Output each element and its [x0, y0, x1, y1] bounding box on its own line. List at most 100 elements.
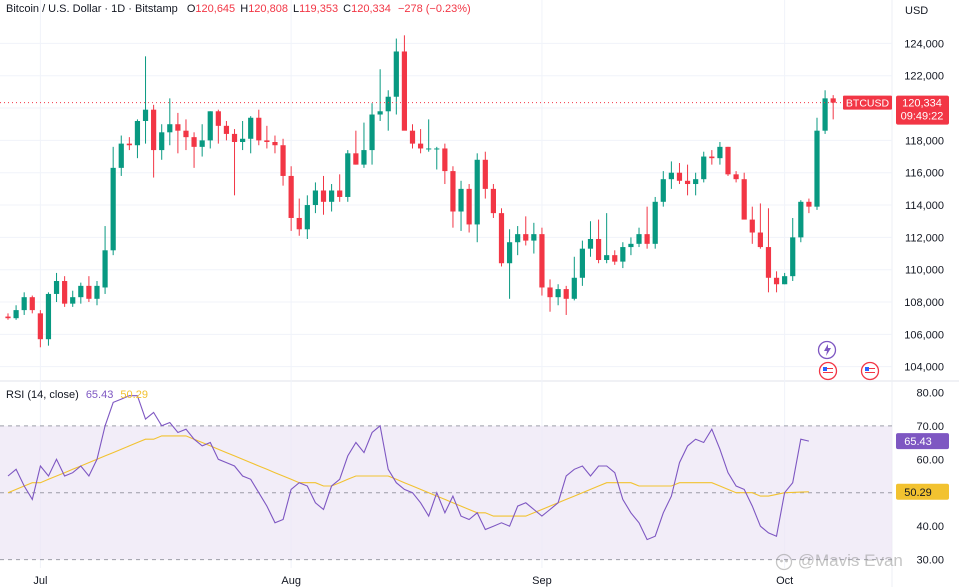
flag-stripe — [823, 372, 833, 373]
time-tick-label: Jul — [33, 575, 47, 587]
candle-body — [151, 109, 157, 151]
candle-body — [37, 313, 43, 340]
rsi-band-fill — [0, 425, 892, 560]
rsi-ma-legend-value: 50.29 — [120, 389, 148, 401]
candle-body — [21, 297, 27, 311]
rsi-value-tag-label: 65.43 — [904, 436, 932, 448]
candle-body — [790, 237, 796, 277]
candle-body — [337, 190, 343, 197]
low-value: 119,353 — [299, 3, 339, 15]
flag-stripe — [865, 370, 875, 371]
candle-body — [814, 130, 820, 207]
candle-body — [264, 140, 270, 142]
candle-body — [320, 190, 327, 202]
high-value: 120,808 — [248, 3, 288, 15]
candle-body — [757, 232, 763, 248]
symbol-legend: Bitcoin / U.S. Dollar · 1D · Bitstamp O1… — [6, 3, 471, 15]
candle-body — [798, 201, 804, 238]
candle-body — [644, 234, 650, 244]
candle-body — [579, 248, 585, 278]
symbol-tag — [843, 95, 892, 110]
rsi-ma-value-tag — [896, 483, 949, 500]
candle-body — [312, 190, 319, 206]
price-tick-label: 110,000 — [905, 265, 944, 277]
candle-body — [159, 132, 165, 151]
flag-canton — [865, 367, 869, 371]
candle-body — [652, 201, 658, 244]
candle-body — [345, 153, 351, 197]
rsi-legend-value: 65.43 — [85, 389, 114, 401]
candle-body — [70, 297, 76, 304]
candle-body — [490, 188, 496, 214]
candle-body — [523, 234, 529, 241]
candle-body — [458, 188, 464, 212]
candle-body — [78, 285, 84, 298]
lightning-glyph — [824, 344, 831, 356]
candle-body — [280, 145, 286, 176]
open-value: 120,645 — [195, 3, 236, 15]
candle-body — [765, 247, 772, 278]
candle-body — [240, 138, 246, 142]
price-tick-label: 112,000 — [905, 232, 944, 244]
candle-body — [701, 156, 707, 180]
candle-body — [822, 98, 828, 131]
rsi-tick-label: 70.00 — [916, 421, 944, 433]
candle-body — [612, 255, 618, 262]
candle-body — [5, 316, 11, 319]
candle-body — [717, 146, 723, 159]
candle-body — [547, 287, 553, 298]
candle-body — [676, 172, 683, 181]
close-label: C — [343, 3, 352, 15]
price-tick-label: 104,000 — [904, 362, 944, 374]
candle-body — [709, 156, 715, 159]
candle-body — [353, 153, 359, 165]
price-tick-label: 106,000 — [904, 329, 944, 341]
candle-body — [369, 114, 375, 151]
candle-body — [741, 179, 747, 220]
price-tick-label: 122,000 — [904, 71, 944, 83]
candle-body — [29, 297, 35, 311]
candle-body — [749, 219, 755, 233]
time-tick-label: Oct — [776, 575, 793, 587]
candle-body — [385, 96, 391, 112]
candle-body — [733, 174, 739, 180]
candle-body — [53, 281, 60, 294]
candle-body — [118, 143, 124, 168]
candle-body — [393, 51, 399, 97]
candle-body — [248, 117, 254, 139]
candle-body — [693, 179, 699, 185]
candle-body — [515, 234, 521, 243]
rsi-tick-label: 30.00 — [916, 555, 944, 567]
price-tick-label: 108,000 — [904, 297, 944, 309]
watermark-text: @Mavis Evan — [797, 551, 903, 570]
candle-body — [296, 217, 302, 230]
rsi-tick-label: 60.00 — [916, 454, 944, 466]
candle-body — [175, 124, 181, 131]
currency-button[interactable]: USD — [905, 5, 929, 17]
candle-body — [304, 205, 310, 230]
flag-stripe — [865, 372, 875, 373]
candle-body — [329, 190, 335, 202]
flag-stripe — [865, 368, 875, 369]
candle-body — [782, 276, 788, 285]
candle-body — [426, 148, 432, 150]
candle-body — [660, 179, 666, 202]
rsi-ma-line — [7, 435, 809, 517]
flag-stripe — [823, 368, 833, 369]
candle-body — [110, 167, 116, 251]
candle-body — [474, 159, 480, 225]
change-value: −278 (−0.23%) — [397, 3, 471, 15]
candle-body — [86, 285, 92, 299]
rsi-value-tag — [896, 433, 949, 450]
candle-body — [450, 171, 456, 212]
candle-body — [256, 117, 262, 141]
candle-body — [442, 148, 448, 172]
high-label: H — [240, 3, 249, 15]
candle-body — [595, 238, 602, 260]
close-value: 120,334 — [351, 3, 391, 15]
flag-stripe — [865, 374, 875, 375]
candle-body — [401, 51, 408, 131]
candle-body — [223, 125, 230, 134]
